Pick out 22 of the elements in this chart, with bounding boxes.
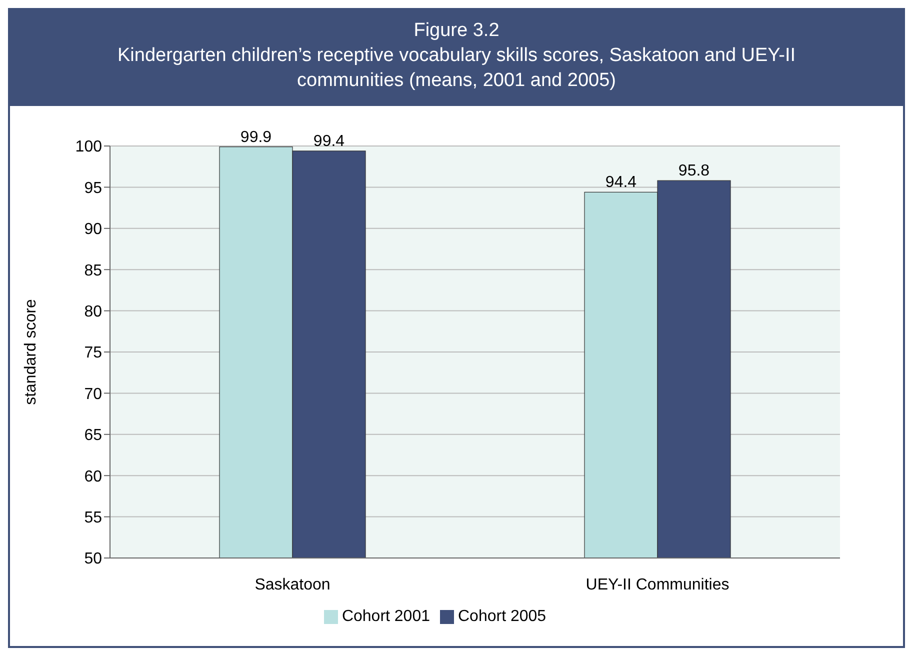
y-axis-title: standard score [22, 298, 40, 405]
y-tick-label: 80 [84, 303, 102, 320]
chart-title: Figure 3.2 [412, 19, 500, 43]
data-label: 94.4 [605, 174, 637, 192]
legend-label: Cohort 2005 [458, 608, 546, 625]
y-tick-label: 75 [84, 344, 102, 362]
y-tick-label: 95 [84, 180, 102, 197]
y-tick-label: 100 [75, 138, 102, 156]
data-label: 99.9 [240, 128, 272, 146]
legend-label: Cohort 2001 [342, 608, 430, 625]
y-tick-label: 70 [84, 386, 102, 403]
y-tick-label: 55 [84, 509, 102, 526]
y-tick-label: 60 [84, 468, 102, 486]
x-tick-label: UEY-II Communities [586, 576, 730, 594]
data-label: 95.8 [678, 162, 710, 180]
data-label: 99.4 [313, 132, 345, 150]
y-tick-label: 50 [84, 550, 102, 568]
y-tick-label: 90 [84, 221, 102, 238]
y-tick-label: 65 [84, 427, 102, 444]
chart-subtitle: Kindergarten children’s receptive vocabulary skills scores, Saskatoon and UEY-II communities (means, 2001 and 2005) [116, 44, 797, 93]
x-tick-label: Saskatoon [254, 576, 330, 594]
y-tick-label: 85 [84, 262, 102, 280]
